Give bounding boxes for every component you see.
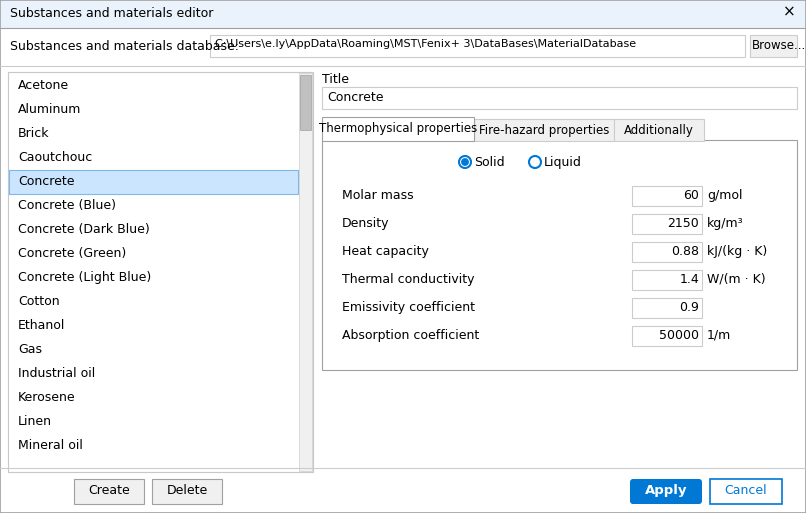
- Bar: [300, 75, 311, 130]
- Text: Liquid: Liquid: [544, 156, 582, 169]
- Text: Apply: Apply: [645, 484, 688, 497]
- Text: Substances and materials editor: Substances and materials editor: [10, 7, 214, 20]
- Text: Cotton: Cotton: [18, 295, 60, 308]
- Bar: [614, 119, 704, 141]
- Text: 60: 60: [683, 189, 699, 202]
- Circle shape: [459, 156, 471, 168]
- Text: Thermophysical properties: Thermophysical properties: [319, 122, 477, 135]
- Text: kJ/(kg · K): kJ/(kg · K): [707, 245, 767, 258]
- Text: ×: ×: [783, 5, 796, 20]
- Text: Caoutchouc: Caoutchouc: [18, 151, 92, 164]
- Bar: [632, 326, 702, 346]
- Text: 50000: 50000: [659, 329, 699, 342]
- Bar: [632, 186, 702, 206]
- Text: Brick: Brick: [18, 127, 49, 140]
- Text: Solid: Solid: [474, 156, 505, 169]
- Bar: [632, 214, 702, 234]
- Text: Delete: Delete: [166, 484, 208, 497]
- Text: Acetone: Acetone: [18, 79, 69, 92]
- Bar: [74, 479, 144, 504]
- Bar: [710, 479, 782, 504]
- Text: Cancel: Cancel: [725, 484, 767, 497]
- Text: C:\Users\e.ly\AppData\Roaming\MST\Fenix+ 3\DataBases\MaterialDatabase: C:\Users\e.ly\AppData\Roaming\MST\Fenix+…: [215, 39, 636, 49]
- Text: Concrete (Blue): Concrete (Blue): [18, 199, 116, 212]
- Text: Concrete (Light Blue): Concrete (Light Blue): [18, 271, 152, 284]
- Text: Substances and materials database:: Substances and materials database:: [10, 40, 239, 53]
- Text: Thermal conductivity: Thermal conductivity: [342, 273, 475, 286]
- Text: Ethanol: Ethanol: [18, 319, 65, 332]
- Text: Concrete (Dark Blue): Concrete (Dark Blue): [18, 223, 150, 236]
- Text: Gas: Gas: [18, 343, 42, 356]
- Circle shape: [462, 159, 468, 165]
- Text: Concrete: Concrete: [327, 91, 384, 104]
- Text: Molar mass: Molar mass: [342, 189, 413, 202]
- Text: Emissivity coefficient: Emissivity coefficient: [342, 301, 475, 314]
- Bar: [1, 1, 805, 29]
- FancyBboxPatch shape: [630, 479, 702, 504]
- Text: Additionally: Additionally: [624, 124, 694, 137]
- Bar: [474, 119, 614, 141]
- Text: Title: Title: [322, 73, 349, 86]
- Bar: [210, 35, 745, 57]
- Text: 0.9: 0.9: [679, 301, 699, 314]
- Bar: [9, 170, 298, 194]
- Bar: [152, 479, 222, 504]
- Bar: [632, 242, 702, 262]
- Text: Absorption coefficient: Absorption coefficient: [342, 329, 480, 342]
- Text: Kerosene: Kerosene: [18, 391, 76, 404]
- Text: Concrete (Green): Concrete (Green): [18, 247, 127, 260]
- Text: Create: Create: [88, 484, 130, 497]
- Bar: [322, 117, 474, 141]
- Text: Mineral oil: Mineral oil: [18, 439, 83, 452]
- Text: Density: Density: [342, 217, 389, 230]
- Bar: [632, 298, 702, 318]
- Text: Aluminum: Aluminum: [18, 103, 81, 116]
- Text: Heat capacity: Heat capacity: [342, 245, 429, 258]
- Text: Linen: Linen: [18, 415, 52, 428]
- Text: 1/m: 1/m: [707, 329, 731, 342]
- Text: 2150: 2150: [667, 217, 699, 230]
- Bar: [750, 35, 797, 57]
- Text: Fire-hazard properties: Fire-hazard properties: [479, 124, 609, 137]
- Text: Browse...: Browse...: [752, 39, 806, 52]
- Text: kg/m³: kg/m³: [707, 217, 744, 230]
- Text: Industrial oil: Industrial oil: [18, 367, 95, 380]
- Text: W/(m · K): W/(m · K): [707, 273, 766, 286]
- Text: 1.4: 1.4: [679, 273, 699, 286]
- Bar: [8, 72, 313, 472]
- Text: Concrete: Concrete: [18, 175, 74, 188]
- Bar: [322, 87, 797, 109]
- Text: g/mol: g/mol: [707, 189, 742, 202]
- Bar: [299, 73, 312, 471]
- Text: 0.88: 0.88: [671, 245, 699, 258]
- Circle shape: [529, 156, 541, 168]
- Bar: [632, 270, 702, 290]
- Bar: [322, 140, 797, 370]
